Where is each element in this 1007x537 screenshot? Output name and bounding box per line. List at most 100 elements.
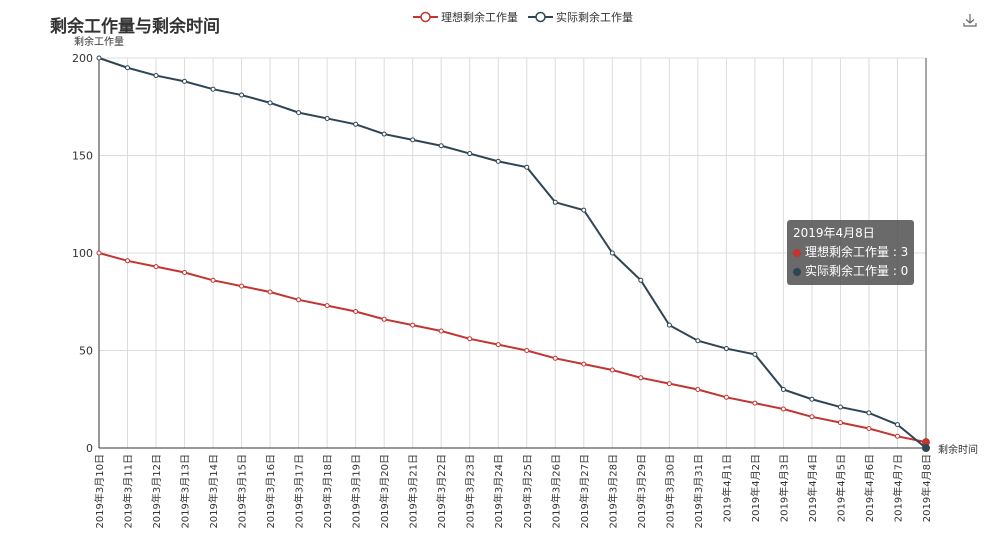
data-point [267, 100, 273, 106]
data-point [837, 420, 843, 426]
data-point [96, 250, 102, 256]
series-line-1 [98, 57, 927, 449]
data-point [609, 250, 615, 256]
data-point [723, 394, 729, 400]
tooltip-actual-label: 实际剩余工作量 : 0 [805, 264, 909, 278]
x-tick-label: 2019年3月25日 [521, 454, 534, 529]
download-icon[interactable] [962, 12, 978, 28]
data-point [780, 387, 786, 392]
data-point [837, 404, 843, 410]
x-tick-label: 2019年4月4日 [806, 454, 819, 522]
x-tick-label: 2019年3月31日 [692, 454, 705, 529]
data-point [210, 86, 216, 92]
data-point [438, 143, 444, 149]
y-axis-label: 剩余工作量 [74, 35, 124, 48]
legend-ideal-icon [413, 11, 438, 23]
x-tick-label: 2019年3月10日 [93, 454, 106, 529]
x-tick-label: 2019年4月1日 [720, 454, 733, 522]
data-point [552, 199, 558, 205]
data-point [381, 131, 387, 137]
data-point [210, 277, 216, 283]
legend-item-ideal[interactable]: 理想剩余工作量 [413, 9, 518, 25]
data-point [381, 316, 387, 322]
x-tick-label: 2019年3月20日 [378, 454, 391, 529]
data-point [695, 338, 701, 344]
data-point [182, 270, 188, 275]
data-point [609, 367, 615, 373]
data-point [438, 328, 444, 334]
x-tick-label: 2019年3月27日 [578, 454, 591, 529]
data-point [467, 151, 473, 157]
data-point [153, 264, 159, 270]
x-tick-label: 2019年3月17日 [293, 454, 306, 529]
legend-item-actual[interactable]: 实际剩余工作量 [528, 9, 633, 25]
x-tick-label: 2019年3月23日 [464, 454, 477, 529]
tooltip-row-actual: 实际剩余工作量 : 0 [793, 262, 908, 281]
y-tick-label: 50 [79, 345, 93, 358]
x-tick-label: 2019年3月18日 [321, 454, 334, 529]
data-point [695, 387, 701, 392]
data-point [581, 361, 587, 367]
x-tick-label: 2019年3月11日 [122, 454, 135, 529]
y-tick-label: 200 [72, 52, 93, 65]
x-tick-label: 2019年4月5日 [834, 454, 847, 522]
chart-title: 剩余工作量与剩余时间 [50, 17, 220, 37]
legend: 理想剩余工作量 实际剩余工作量 [413, 9, 633, 25]
x-tick-label: 2019年3月22日 [435, 454, 448, 529]
data-point [666, 381, 672, 387]
legend-ideal-label: 理想剩余工作量 [441, 11, 518, 24]
x-axis-label: 剩余时间 [938, 443, 978, 456]
data-point [353, 309, 359, 314]
data-point [324, 115, 330, 121]
x-tick-label: 2019年3月24日 [492, 454, 505, 529]
data-point [552, 355, 558, 361]
x-tick-label: 2019年3月12日 [150, 454, 163, 529]
x-tick-label: 2019年3月13日 [179, 454, 192, 529]
data-point [894, 433, 900, 439]
x-tick-label: 2019年3月21日 [407, 454, 420, 529]
data-point [524, 348, 530, 353]
legend-actual-label: 实际剩余工作量 [556, 11, 633, 24]
data-point [125, 65, 131, 71]
data-point [467, 336, 473, 342]
data-point [581, 207, 587, 213]
data-point [752, 400, 758, 406]
x-tick-label: 2019年3月19日 [350, 454, 363, 529]
x-tick-label: 2019年3月30日 [663, 454, 676, 529]
data-point [723, 346, 729, 352]
x-tick-label: 2019年4月8日 [920, 454, 933, 522]
data-point [267, 289, 273, 295]
data-point [922, 444, 930, 452]
series-line-0 [98, 252, 927, 444]
data-point [780, 406, 786, 412]
data-point [524, 164, 530, 170]
x-tick-label: 2019年4月2日 [749, 454, 762, 522]
tooltip-ideal-label: 理想剩余工作量 : 3 [805, 245, 909, 259]
legend-actual-icon [528, 11, 553, 23]
data-point [96, 55, 102, 61]
data-point [324, 303, 330, 309]
data-point [638, 277, 644, 283]
data-point [866, 426, 872, 431]
data-point [866, 410, 872, 416]
data-point [809, 414, 815, 420]
x-tick-label: 2019年3月29日 [635, 454, 648, 529]
x-tick-label: 2019年3月16日 [264, 454, 277, 529]
tooltip: 2019年4月8日 理想剩余工作量 : 3 实际剩余工作量 : 0 [787, 220, 915, 285]
data-point [809, 396, 815, 402]
data-point [239, 92, 245, 98]
data-point [182, 78, 188, 84]
x-tick-label: 2019年4月6日 [863, 454, 876, 522]
data-point [353, 121, 359, 127]
tooltip-ideal-dot [793, 248, 801, 257]
x-tick-label: 2019年4月7日 [891, 454, 904, 522]
x-tick-label: 2019年3月28日 [606, 454, 619, 529]
data-point [239, 283, 245, 289]
data-point [296, 297, 302, 303]
y-tick-label: 100 [72, 247, 93, 260]
tooltip-actual-dot [793, 267, 801, 276]
x-tick-label: 2019年3月15日 [236, 454, 249, 529]
data-point [752, 351, 758, 357]
data-point [894, 422, 900, 428]
